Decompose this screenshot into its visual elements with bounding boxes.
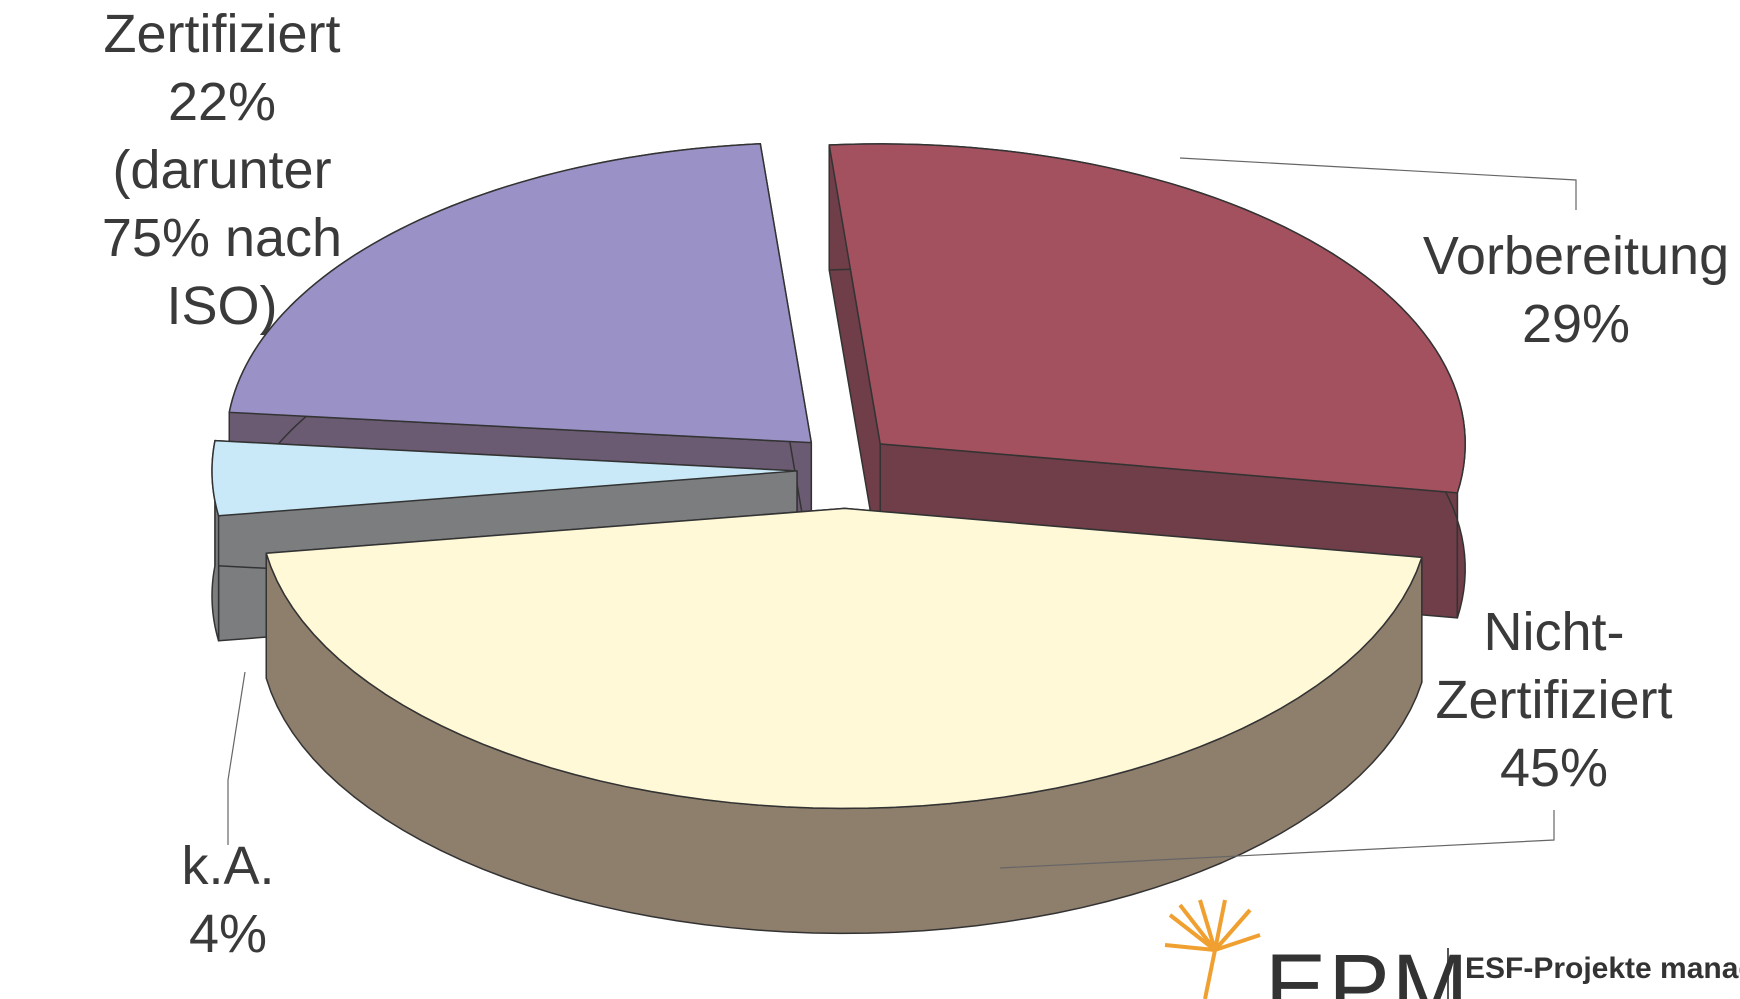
category-label: k.A.: [181, 836, 275, 896]
value-label: 4%: [188, 904, 268, 964]
slice: [828, 143, 1466, 494]
value-label: 22%: [167, 72, 277, 132]
leader-line: [227, 671, 246, 845]
category-label: Nicht-Zertifiziert: [1435, 602, 1673, 730]
logo-mark: EPM: [1265, 936, 1471, 999]
slice: [265, 507, 1423, 810]
slice-label: k.A. 4%: [63, 832, 393, 968]
slice-label: Zertifiziert 22% (darunter 75% nach ISO): [57, 0, 387, 340]
category-label: Zertifiziert: [103, 4, 341, 64]
leader-line: [1179, 157, 1577, 210]
slice-label: Nicht-Zertifiziert 45%: [1389, 598, 1719, 802]
pie: [211, 143, 1466, 935]
slice: [228, 143, 813, 444]
annotation: (darunter 75% nach ISO): [101, 140, 343, 336]
category-label: Vorbereitung: [1422, 226, 1730, 286]
slice-label: Vorbereitung 29%: [1411, 222, 1740, 358]
leader-line: [999, 810, 1555, 869]
logo-text: ESF-Projekte manag: [1465, 952, 1740, 985]
slice: [211, 439, 798, 517]
value-label: 29%: [1521, 294, 1631, 354]
logo-icon: [1164, 899, 1261, 999]
value-label: 45%: [1499, 738, 1609, 798]
